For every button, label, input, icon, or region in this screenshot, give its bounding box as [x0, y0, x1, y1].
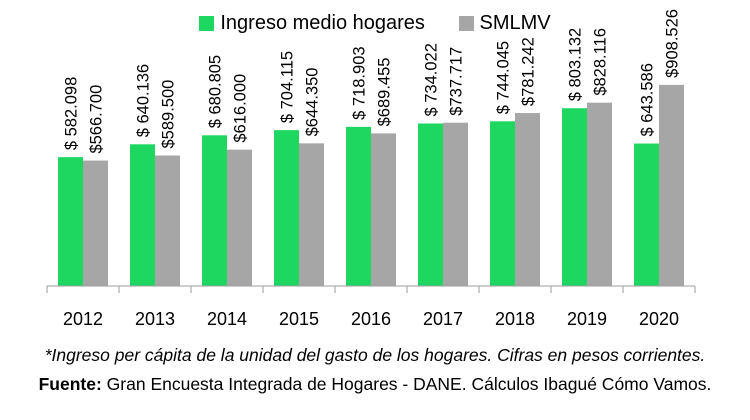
legend-item-ingreso: Ingreso medio hogares: [199, 12, 425, 35]
legend-item-smlmv: SMLMV: [458, 12, 551, 35]
x-tick-label-2014: 2014: [207, 309, 247, 329]
label-ingreso-2016: $ 718.903: [351, 46, 369, 119]
label-smlmv-2020: $908.526: [664, 9, 682, 78]
bar-ingreso-2012: [58, 157, 83, 286]
bar-smlmv-2016: [371, 133, 396, 286]
label-smlmv-2013: $589.500: [160, 80, 178, 149]
bar-smlmv-2013: [155, 155, 180, 286]
bar-ingreso-2019: [562, 108, 587, 286]
label-smlmv-2018: $781.242: [520, 37, 538, 106]
x-tick-label-2017: 2017: [423, 309, 463, 329]
x-axis: 2012 2013 2014 2015 2016 2017 2018 2019 2020: [46, 285, 696, 329]
bar-ingreso-2018: [490, 121, 515, 286]
bar-ingreso-2014: [202, 135, 227, 286]
x-tick-label-2020: 2020: [639, 309, 679, 329]
bar-ingreso-2016: [346, 126, 371, 286]
label-smlmv-2016: $689.455: [376, 58, 394, 127]
legend-swatch-smlmv: [458, 16, 474, 31]
label-smlmv-2015: $644.350: [304, 68, 322, 137]
bar-ingreso-2015: [274, 130, 299, 286]
source-label: Fuente:: [38, 374, 102, 394]
legend: Ingreso medio hogares SMLMV: [0, 12, 750, 37]
legend-label-ingreso: Ingreso medio hogares: [220, 12, 425, 34]
footnote: *Ingreso per cápita de la unidad del gas…: [44, 345, 706, 365]
legend-label-smlmv: SMLMV: [479, 12, 551, 34]
x-tick-label-2018: 2018: [495, 309, 535, 329]
bar-smlmv-2017: [443, 122, 468, 286]
source-note: Fuente: Gran Encuesta Integrada de Hogar…: [0, 374, 750, 395]
label-ingreso-2019: $ 803.132: [567, 28, 585, 101]
bars-group: [58, 84, 684, 286]
x-tick-label-2016: 2016: [351, 309, 391, 329]
label-smlmv-2017: $737.717: [448, 47, 466, 116]
label-ingreso-2015: $ 704.115: [279, 51, 297, 123]
x-tick-label-2013: 2013: [135, 309, 175, 329]
data-labels-group: $ 582.098 $566.700 $ 640.136 $589.500 $ 680.…: [63, 9, 682, 153]
label-smlmv-2019: $828.116: [592, 28, 610, 96]
label-ingreso-2018: $ 744.045: [495, 41, 513, 114]
x-tick-label-2015: 2015: [279, 309, 319, 329]
legend-swatch-ingreso: [199, 16, 215, 31]
x-tick-label-2012: 2012: [63, 309, 103, 329]
label-ingreso-2012: $ 582.098: [63, 77, 81, 150]
source-text: Gran Encuesta Integrada de Hogares - DAN…: [101, 374, 712, 394]
bar-smlmv-2019: [587, 102, 612, 286]
bar-smlmv-2015: [299, 143, 324, 286]
label-ingreso-2020: $ 643.586: [639, 63, 657, 136]
bar-smlmv-2020: [659, 84, 684, 286]
label-smlmv-2012: $566.700: [88, 85, 106, 154]
bar-chart: $ 582.098 $566.700 $ 640.136 $589.500 $ 680.…: [46, 9, 696, 329]
label-ingreso-2017: $ 734.022: [423, 43, 441, 116]
bar-smlmv-2018: [515, 113, 540, 286]
x-tick-label-2019: 2019: [567, 309, 607, 329]
bar-ingreso-2017: [418, 123, 443, 286]
bar-smlmv-2014: [227, 149, 252, 286]
bar-ingreso-2020: [634, 143, 659, 286]
label-ingreso-2013: $ 640.136: [135, 64, 153, 137]
label-ingreso-2014: $ 680.805: [207, 55, 225, 128]
bar-smlmv-2012: [83, 160, 108, 286]
bar-ingreso-2013: [130, 144, 155, 286]
label-smlmv-2014: $616.000: [232, 74, 250, 143]
